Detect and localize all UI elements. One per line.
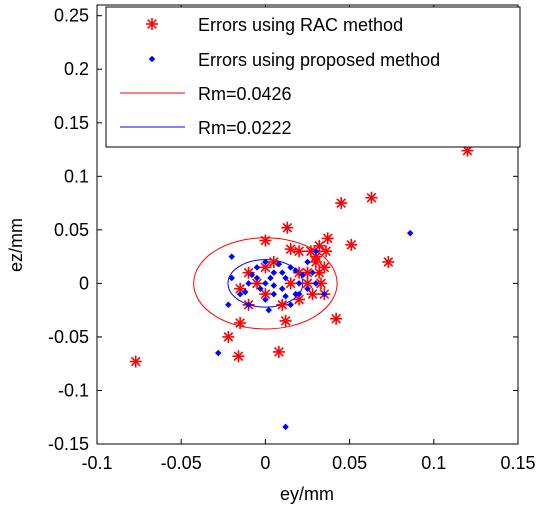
proposed-error-point: [321, 290, 328, 298]
legend: Errors using RAC method Errors using pro…: [105, 6, 521, 148]
rac-error-point: [382, 255, 395, 268]
y-axis-label: ez/mm: [6, 218, 26, 272]
proposed-error-point: [248, 271, 256, 279]
legend-box: [105, 6, 521, 148]
proposed-error-point: [228, 253, 235, 260]
proposed-error-point: [312, 248, 320, 255]
proposed-error-point: [309, 269, 316, 276]
rac-error-point: [284, 243, 297, 256]
x-tick-label: 0.1: [421, 453, 446, 473]
x-tick-label: -0.1: [81, 453, 112, 473]
x-tick-label: 0: [260, 453, 270, 473]
rac-error-point: [279, 314, 292, 327]
legend-label-rm-red: Rm=0.0426: [198, 84, 292, 104]
proposed-error-point: [228, 274, 235, 282]
y-tick-label: 0.05: [54, 220, 89, 240]
rac-error-point: [232, 350, 245, 363]
rac-error-point: [284, 277, 297, 290]
proposed-error-point: [278, 285, 286, 292]
proposed-error-point: [292, 267, 299, 274]
proposed-error-point: [292, 290, 299, 298]
y-tick-label: 0.25: [54, 6, 89, 26]
rac-error-point: [272, 345, 285, 358]
legend-marker-proposed: [148, 55, 156, 63]
y-tick-label: 0.1: [64, 166, 89, 186]
proposed-error-point: [236, 290, 244, 298]
rac-error-point: [304, 245, 317, 258]
rac-error-point: [259, 288, 272, 301]
proposed-error-point: [299, 271, 306, 279]
rac-error-point: [330, 312, 343, 325]
rac-error-point: [320, 245, 333, 258]
proposed-error-point: [304, 285, 311, 292]
proposed-error-point: [270, 269, 278, 276]
proposed-error-point: [312, 280, 320, 287]
x-tick-label: -0.05: [161, 453, 202, 473]
proposed-error-point: [245, 301, 252, 309]
proposed-error-point: [253, 264, 261, 271]
proposed-error-point: [270, 282, 278, 289]
rac-error-point: [129, 355, 142, 368]
proposed-error-point: [287, 301, 294, 309]
y-tick-label: -0.05: [48, 327, 89, 347]
rac-error-point: [306, 288, 319, 301]
proposed-error-point: [295, 280, 303, 287]
proposed-error-point: [278, 269, 286, 276]
legend-marker-rac: [146, 18, 158, 30]
proposed-error-point: [270, 290, 278, 298]
proposed-error-point: [282, 274, 289, 282]
proposed-error-point: [287, 264, 294, 271]
rac-error-point: [276, 298, 289, 311]
rac-error-point: [365, 191, 378, 204]
proposed-error-point: [253, 274, 261, 282]
y-tick-label: 0.2: [64, 59, 89, 79]
legend-star-marker: [146, 18, 158, 30]
x-tick-label: 0.15: [500, 453, 535, 473]
rac-error-point: [293, 245, 306, 258]
proposed-error-point: [295, 290, 303, 298]
rac-error-point: [234, 317, 247, 330]
proposed-error-point: [262, 280, 269, 287]
proposed-error-point: [265, 306, 273, 314]
rac-error-point: [461, 144, 474, 157]
legend-label-rm-blue: Rm=0.0222: [198, 118, 292, 138]
proposed-error-point: [241, 288, 249, 296]
y-tick-label: 0.15: [54, 113, 89, 133]
rac-error-point: [222, 330, 235, 343]
proposed-error-point: [257, 285, 264, 292]
rac-error-point: [259, 234, 272, 247]
rac-error-point: [259, 261, 272, 274]
plot-frame: [96, 4, 519, 445]
rac-error-point: [345, 238, 358, 251]
y-tick-label: -0.1: [58, 380, 89, 400]
proposed-error-point: [282, 292, 289, 300]
proposed-error-point: [275, 260, 283, 268]
y-tick-label: -0.15: [48, 434, 89, 454]
proposed-error-point: [262, 296, 269, 303]
x-tick-label: 0.05: [332, 453, 367, 473]
proposed-error-point: [225, 301, 232, 309]
y-tick-label: 0: [79, 273, 89, 293]
proposed-error-point: [267, 274, 274, 282]
rac-error-point: [335, 197, 348, 210]
proposed-error-point: [245, 280, 252, 287]
x-axis-label: ey/mm: [280, 484, 334, 504]
proposed-error-point: [214, 349, 222, 357]
proposed-error-point: [406, 229, 414, 237]
legend-label-rac: Errors using RAC method: [198, 15, 403, 35]
rac-error-point: [281, 221, 294, 234]
proposed-error-point: [282, 423, 289, 431]
proposed-error-point: [262, 258, 269, 266]
legend-dot-marker: [148, 55, 156, 63]
rac-error-point: [321, 232, 334, 245]
legend-label-proposed: Errors using proposed method: [198, 50, 440, 70]
proposed-error-point: [304, 258, 311, 266]
